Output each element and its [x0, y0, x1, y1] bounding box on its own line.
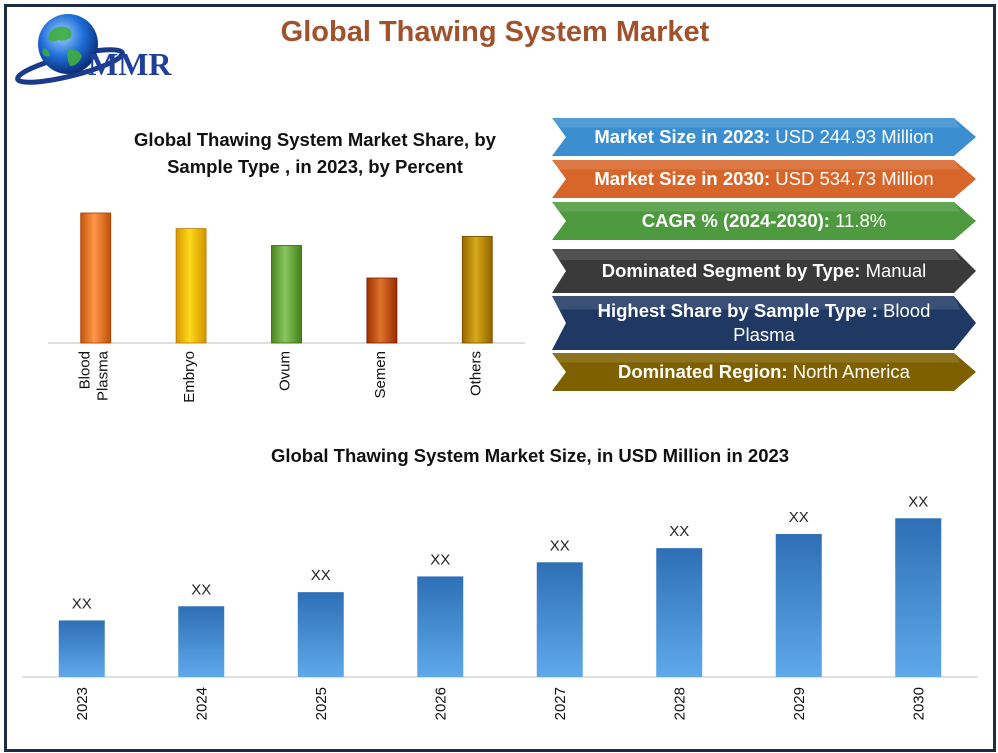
size-tick-label: 2028	[671, 687, 688, 720]
logo-text: MMR	[88, 46, 172, 82]
stat-card-arrow	[552, 353, 976, 391]
stat-card-arrow	[552, 118, 976, 156]
size-data-label: XX	[430, 551, 450, 568]
size-data-label: XX	[72, 595, 92, 612]
size-bar-2024	[178, 606, 225, 677]
size-tick-label: 2026	[432, 687, 449, 720]
stat-card-label: Highest Share by Sample Type :	[597, 300, 878, 321]
stat-card: CAGR % (2024-2030): 11.8%	[552, 202, 976, 240]
size-tick-label: 2023	[74, 687, 91, 720]
size-tick-label: 2024	[193, 687, 210, 720]
stat-card-value: North America	[787, 361, 910, 382]
size-tick-label: 2027	[552, 687, 569, 720]
size-bar-2030	[895, 518, 942, 677]
share-bar-semen	[366, 277, 398, 344]
stat-card-value: USD 534.73 Million	[770, 168, 934, 189]
size-chart-title: Global Thawing System Market Size, in US…	[270, 445, 790, 466]
share-tick-label: Semen	[372, 351, 389, 399]
stat-card-value: 11.8%	[829, 210, 887, 231]
size-bar-2027	[536, 562, 583, 677]
stat-card: Dominated Region: North America	[552, 353, 976, 391]
mmr-logo: MMR	[10, 4, 200, 90]
size-bar-2023	[58, 620, 105, 677]
size-data-label: XX	[789, 509, 809, 526]
share-tick-label: Ovum	[277, 351, 294, 391]
stat-card-arrow	[552, 160, 976, 198]
stat-card: Market Size in 2030: USD 534.73 Million	[552, 160, 976, 198]
stat-card-label: Market Size in 2030:	[594, 168, 771, 189]
size-bar-2025	[297, 592, 344, 677]
stat-card: Market Size in 2023: USD 244.93 Million	[552, 118, 976, 156]
stat-card-label: Dominated Region:	[618, 361, 788, 382]
share-tick-label: Others	[467, 351, 484, 396]
size-tick-label: 2030	[910, 687, 927, 720]
size-data-label: XX	[908, 493, 928, 510]
size-bar-2029	[775, 534, 822, 677]
stat-card-arrow	[552, 296, 976, 350]
size-data-label: XX	[550, 537, 570, 554]
share-bar-ovum	[271, 245, 302, 344]
stat-card-arrow	[552, 202, 976, 240]
share-chart-title: Global Thawing System Market Share, by S…	[134, 129, 496, 177]
size-data-label: XX	[191, 581, 211, 598]
stat-card-value: Manual	[860, 260, 927, 281]
stat-card-label: Market Size in 2023:	[594, 126, 771, 147]
stat-card-value: Blood Plasma	[733, 300, 931, 345]
share-bar-others	[461, 235, 493, 344]
share-tick-label: BloodPlasma	[77, 350, 112, 401]
size-tick-label: 2025	[313, 687, 330, 720]
page-title: Global Thawing System Market	[280, 16, 710, 48]
size-bar-2028	[656, 548, 703, 677]
share-bar-blood-plasma	[80, 212, 112, 344]
stat-card-label: Dominated Segment by Type:	[601, 260, 861, 281]
stat-card: Highest Share by Sample Type : Blood Pla…	[552, 296, 976, 350]
size-tick-label: 2029	[791, 687, 808, 720]
share-bar-embryo	[175, 228, 207, 344]
stat-card-label: CAGR % (2024-2030):	[641, 210, 830, 231]
stat-card: Dominated Segment by Type: Manual	[552, 249, 976, 293]
size-bar-2026	[417, 576, 464, 677]
stat-card-arrow	[552, 249, 976, 293]
share-tick-label: Embryo	[181, 351, 198, 403]
size-data-label: XX	[311, 567, 331, 584]
size-data-label: XX	[669, 523, 689, 540]
stat-card-value: USD 244.93 Million	[770, 126, 934, 147]
